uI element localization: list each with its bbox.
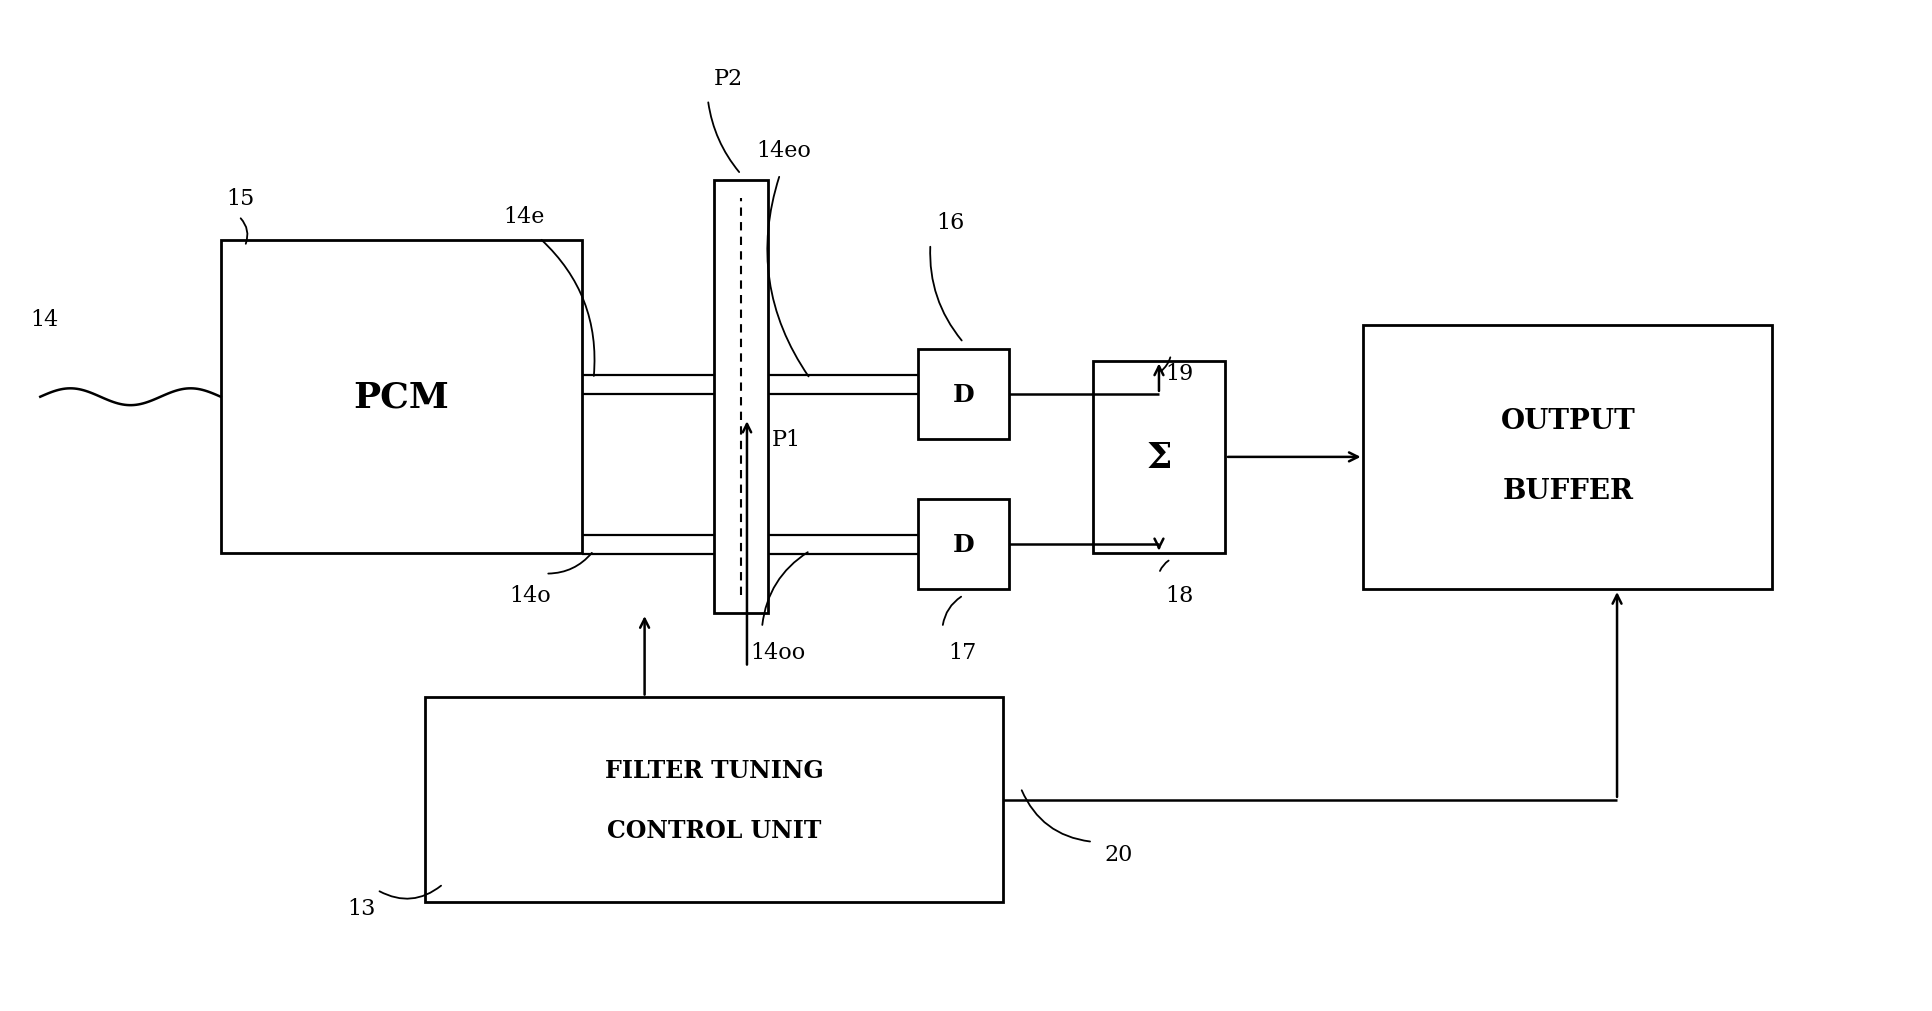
Bar bbox=[220, 241, 582, 554]
Text: Σ: Σ bbox=[1146, 441, 1171, 474]
Text: 14oo: 14oo bbox=[750, 641, 806, 663]
Text: D: D bbox=[952, 533, 974, 556]
Text: 13: 13 bbox=[348, 897, 375, 919]
Text: 19: 19 bbox=[1165, 362, 1192, 384]
Text: BUFFER: BUFFER bbox=[1501, 477, 1633, 504]
Bar bbox=[918, 499, 1009, 589]
Text: OUTPUT: OUTPUT bbox=[1499, 407, 1634, 435]
Text: 14e: 14e bbox=[502, 206, 545, 228]
Text: D: D bbox=[952, 382, 974, 406]
Text: PCM: PCM bbox=[354, 380, 448, 415]
Bar bbox=[1362, 326, 1772, 589]
Bar bbox=[425, 698, 1003, 902]
Text: P2: P2 bbox=[713, 68, 742, 90]
Bar bbox=[1092, 361, 1225, 554]
Text: 15: 15 bbox=[226, 188, 255, 210]
Text: 14eo: 14eo bbox=[755, 140, 810, 162]
Text: 14: 14 bbox=[31, 308, 58, 331]
Text: P1: P1 bbox=[771, 429, 800, 450]
Text: 14o: 14o bbox=[510, 584, 551, 607]
Text: CONTROL UNIT: CONTROL UNIT bbox=[607, 818, 821, 842]
Text: 16: 16 bbox=[935, 212, 964, 235]
Text: 18: 18 bbox=[1165, 584, 1192, 607]
Bar bbox=[713, 181, 767, 614]
Text: 17: 17 bbox=[949, 641, 976, 663]
Text: FILTER TUNING: FILTER TUNING bbox=[605, 758, 823, 782]
Text: 20: 20 bbox=[1105, 843, 1132, 865]
Bar bbox=[918, 349, 1009, 440]
